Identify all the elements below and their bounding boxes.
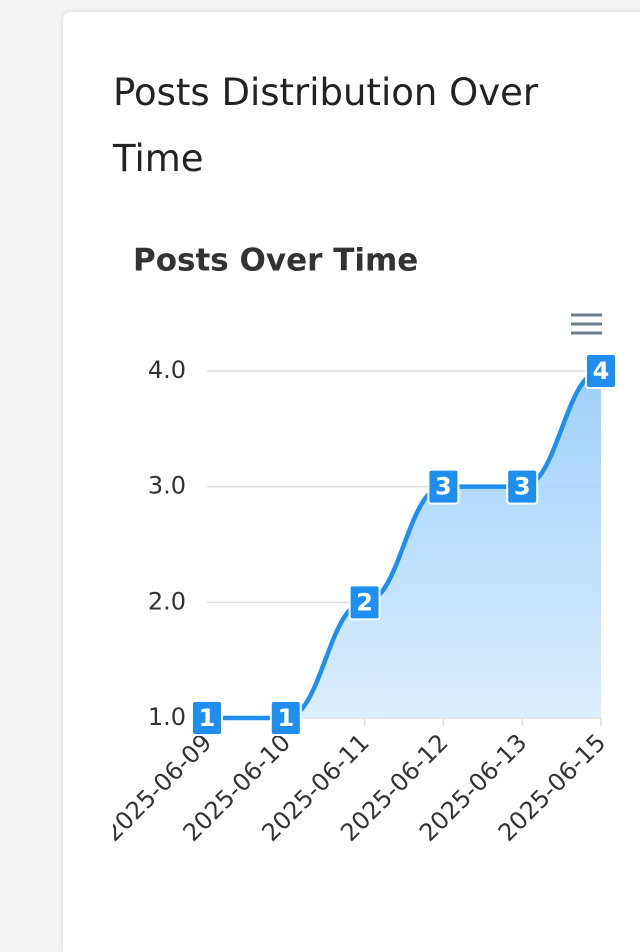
data-label-box (269, 700, 302, 736)
data-label: 3 (506, 468, 539, 505)
data-label: 3 (427, 468, 460, 505)
chart: Posts Over Time 1.02.03.04.02025-06-0920… (113, 243, 617, 847)
data-label-box (427, 468, 460, 505)
data-label-text: 4 (593, 357, 610, 385)
data-label: 2 (348, 584, 381, 621)
menu-icon[interactable] (571, 313, 602, 335)
chart-title: Posts Over Time (133, 243, 418, 279)
data-label-text: 3 (514, 473, 531, 501)
data-label-text: 2 (356, 588, 373, 616)
card-title: Posts Distribution Over Time (113, 71, 539, 180)
data-label-box (506, 468, 539, 505)
data-label-text: 1 (199, 704, 216, 732)
data-label: 4 (585, 353, 617, 389)
data-label-box (191, 700, 223, 736)
data-label-box (348, 584, 381, 621)
page: Posts Distribution Over Time Posts Over … (63, 12, 640, 952)
y-tick-label: 2.0 (148, 587, 186, 615)
y-tick-label: 3.0 (148, 472, 186, 500)
data-label: 1 (191, 700, 223, 736)
data-label-text: 3 (435, 473, 452, 501)
y-tick-label: 1.0 (148, 703, 186, 731)
data-label-text: 1 (277, 704, 294, 732)
y-tick-label: 4.0 (148, 356, 186, 384)
data-label: 1 (269, 700, 302, 736)
data-label-box (585, 353, 617, 389)
